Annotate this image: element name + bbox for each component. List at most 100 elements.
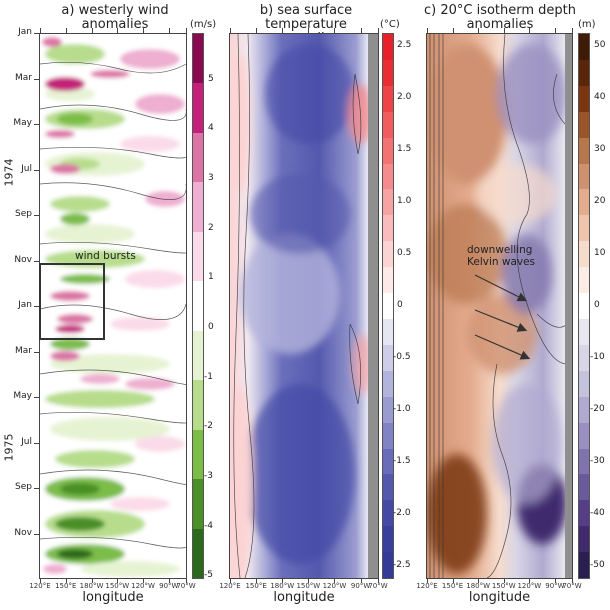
colorbar-tick-label: 4	[208, 123, 214, 134]
y-tick-label: Sep	[15, 482, 32, 492]
x-tick-label: 150°W	[105, 582, 130, 590]
x-tick-label: 120°W	[517, 582, 542, 590]
x-tick-label: 150°W	[296, 582, 321, 590]
y-tick-mark	[34, 306, 39, 307]
y-tick-mark	[34, 397, 39, 398]
colorbar-tick-label: 0	[397, 300, 403, 310]
panel-a-xlabel: longitude	[82, 590, 144, 605]
panel-c-colorbar	[578, 33, 590, 579]
colorbar-tick-label: -40	[590, 508, 605, 518]
panel-c-title: c) 20°C isotherm depth anomalies	[420, 4, 580, 32]
x-tick-label: 120°E	[219, 582, 241, 590]
y-tick-label: May	[13, 391, 32, 401]
y-tick-mark	[34, 33, 39, 34]
panel-c-plot	[426, 33, 573, 579]
colorbar-tick-label: 2	[208, 222, 214, 233]
panel-c-cbar-unit: (m)	[578, 19, 596, 30]
colorbar-tick-label: -1.5	[393, 456, 411, 466]
colorbar-tick-label: -30	[590, 456, 605, 466]
y-tick-mark	[34, 488, 39, 489]
x-tick-mark	[91, 578, 93, 583]
panel-a-title: a) westerly wind anomalies	[40, 4, 190, 32]
kelvin-wave-arrows	[474, 274, 531, 360]
y-tick-mark	[34, 78, 39, 80]
x-tick-mark	[256, 578, 258, 583]
colorbar-tick-label: -50	[590, 560, 605, 570]
x-tick-mark	[168, 28, 170, 33]
panel-b-title-line1: b) sea surface temperature	[259, 3, 353, 32]
panel-a-plot	[39, 33, 187, 579]
panel-a-title-line1: a) westerly wind	[61, 3, 169, 18]
panel-b-colorbar	[382, 33, 394, 579]
x-tick-label: 70°W	[368, 582, 388, 590]
y-tick-mark	[34, 533, 39, 535]
y-tick-label: Jul	[21, 163, 32, 174]
x-tick-label: 90°W	[159, 582, 179, 590]
colorbar-tick-label: 10	[594, 248, 606, 258]
x-tick-mark	[65, 28, 67, 33]
colorbar-tick-label: -1.0	[393, 404, 411, 414]
x-tick-label: 70°W	[176, 582, 196, 590]
x-tick-mark	[91, 28, 93, 33]
colorbar-tick-label: 50	[594, 40, 606, 50]
y-tick-label: May	[13, 118, 32, 128]
y-tick-mark	[34, 124, 39, 125]
y-tick-mark	[34, 215, 39, 216]
x-tick-mark	[378, 578, 379, 583]
y-tick-mark	[34, 351, 39, 353]
panel-b-xlabel: longitude	[273, 590, 335, 605]
colorbar-tick-label: -2.5	[393, 560, 411, 570]
x-tick-mark	[427, 28, 428, 33]
x-tick-mark	[143, 28, 145, 33]
panel-a-title-line2: anomalies	[81, 17, 149, 32]
panel-b-cbar-unit: (°C)	[380, 19, 400, 30]
x-tick-mark	[117, 28, 119, 33]
x-tick-mark	[452, 28, 454, 33]
x-tick-mark	[478, 28, 480, 33]
x-tick-mark	[168, 578, 170, 583]
y-tick-label: Jan	[18, 27, 32, 37]
x-tick-label: 120°W	[131, 582, 155, 590]
x-tick-mark	[186, 578, 187, 583]
x-tick-mark	[230, 578, 231, 583]
colorbar-tick-label: -4	[204, 520, 213, 531]
x-tick-label: 180°W	[79, 582, 104, 590]
colorbar-tick-label: 20	[594, 196, 606, 206]
y-tick-label: Sep	[15, 209, 32, 219]
colorbar-tick-label: 0.5	[397, 248, 412, 258]
y-tick-label: Mar	[15, 345, 32, 356]
y-tick-mark	[34, 442, 39, 444]
x-tick-label: 180°W	[270, 582, 295, 590]
colorbar-tick-label: 40	[594, 92, 606, 102]
colorbar-tick-label: 3	[208, 173, 214, 184]
x-tick-mark	[360, 28, 362, 33]
colorbar-tick-label: -2.0	[393, 508, 411, 518]
colorbar-tick-label: -2	[204, 421, 213, 432]
x-tick-label: 150°E	[245, 582, 267, 590]
panel-c-title-line1: c) 20°C isotherm depth	[423, 3, 577, 18]
colorbar-tick-label: 0	[594, 300, 600, 310]
x-tick-mark	[143, 578, 145, 583]
x-tick-mark	[378, 28, 379, 33]
x-tick-label: 120°W	[322, 582, 347, 590]
y-tick-label: Jul	[21, 436, 32, 447]
x-tick-label: 150°W	[491, 582, 516, 590]
x-tick-mark	[186, 28, 187, 33]
y-tick-label: Nov	[14, 254, 32, 265]
panel-b-plot	[229, 33, 379, 579]
x-tick-mark	[282, 28, 284, 33]
x-tick-label: 70°W	[562, 582, 582, 590]
x-tick-mark	[503, 28, 505, 33]
x-tick-mark	[117, 578, 119, 583]
colorbar-tick-label: -1	[204, 371, 213, 382]
colorbar-tick-label: 1.0	[397, 196, 412, 206]
x-tick-mark	[529, 28, 531, 33]
x-tick-label: 150°E	[441, 582, 464, 590]
x-tick-mark	[554, 578, 556, 583]
kelvin-waves-label-line2: Kelvin waves	[467, 256, 536, 268]
colorbar-tick-label: -5	[204, 570, 213, 581]
x-tick-label: 120°E	[416, 582, 438, 590]
x-tick-mark	[360, 578, 362, 583]
wind-bursts-label: wind bursts	[75, 250, 136, 262]
x-tick-mark	[554, 28, 556, 33]
